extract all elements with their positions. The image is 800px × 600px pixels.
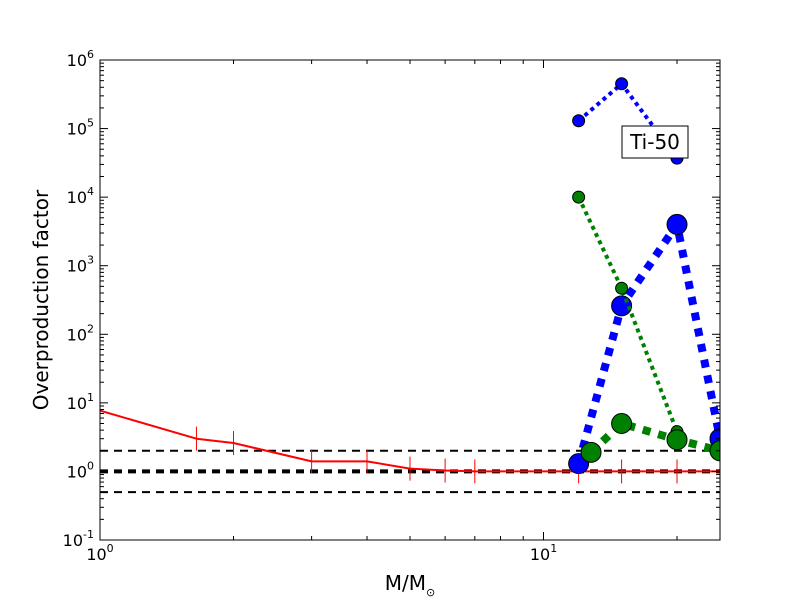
y-tick-label: 106	[67, 48, 94, 70]
series-1-point	[615, 77, 629, 91]
y-axis-label: Overproduction factor	[29, 189, 53, 410]
series-2-line	[574, 220, 720, 465]
x-tick-label: 100	[86, 542, 113, 564]
y-tick-label: 101	[67, 391, 94, 413]
series-4-point	[666, 429, 688, 451]
series-4-point	[611, 412, 633, 434]
x-tick-label: 101	[530, 542, 557, 564]
series-2-point	[666, 213, 688, 235]
series-4-point	[580, 441, 602, 463]
series-3-line	[576, 196, 679, 433]
annotation-label: Ti-50	[629, 130, 680, 154]
series-4	[580, 412, 720, 463]
series-4-point	[709, 440, 720, 462]
annotation-box: Ti-50	[621, 125, 689, 159]
y-tick-label: 103	[67, 254, 94, 276]
series-3-point	[615, 281, 629, 295]
series-2-point	[611, 295, 633, 317]
series-4-line	[588, 419, 720, 456]
series-0-line	[100, 409, 720, 473]
y-tick-label: 104	[67, 185, 94, 207]
y-tick-label: 105	[67, 117, 94, 139]
y-tick-label: 10-1	[63, 528, 94, 550]
y-tick-label: 102	[67, 322, 94, 344]
plot-frame	[99, 59, 721, 541]
x-axis-label: M/M⊙	[385, 571, 435, 599]
series-3-point	[572, 190, 586, 204]
y-tick-label: 100	[67, 459, 94, 481]
series-1-point	[572, 114, 586, 128]
